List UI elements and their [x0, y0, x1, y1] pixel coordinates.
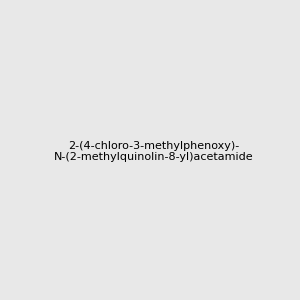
Text: 2-(4-chloro-3-methylphenoxy)-
N-(2-methylquinolin-8-yl)acetamide: 2-(4-chloro-3-methylphenoxy)- N-(2-methy…: [54, 141, 254, 162]
